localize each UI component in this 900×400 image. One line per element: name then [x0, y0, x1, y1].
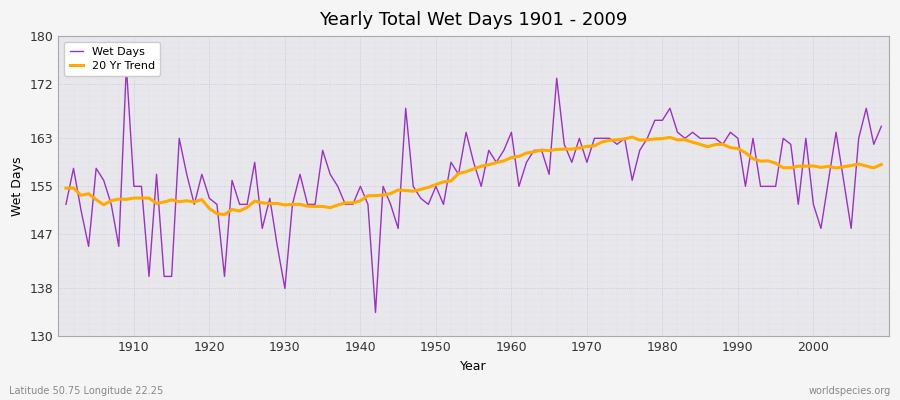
Y-axis label: Wet Days: Wet Days [11, 156, 24, 216]
20 Yr Trend [340, 200, 351, 205]
20 Yr Trend [876, 162, 886, 167]
20 Yr Trend [604, 138, 615, 143]
20 Yr Trend [219, 212, 230, 217]
Wet Days [514, 184, 525, 189]
20 Yr Trend [514, 154, 525, 159]
Text: worldspecies.org: worldspecies.org [809, 386, 891, 396]
Wet Days [612, 142, 623, 147]
Wet Days [129, 184, 140, 189]
Wet Days [370, 310, 381, 315]
X-axis label: Year: Year [460, 360, 487, 373]
Wet Days [121, 64, 131, 69]
Wet Days [340, 202, 351, 207]
Legend: Wet Days, 20 Yr Trend: Wet Days, 20 Yr Trend [64, 42, 160, 76]
20 Yr Trend [121, 197, 131, 202]
20 Yr Trend [506, 155, 517, 160]
20 Yr Trend [60, 186, 71, 190]
20 Yr Trend [626, 135, 637, 140]
Wet Days [521, 160, 532, 165]
Line: Wet Days: Wet Days [66, 66, 881, 312]
Line: 20 Yr Trend: 20 Yr Trend [66, 137, 881, 214]
Title: Yearly Total Wet Days 1901 - 2009: Yearly Total Wet Days 1901 - 2009 [320, 11, 628, 29]
Wet Days [60, 202, 71, 207]
Wet Days [294, 172, 305, 177]
Wet Days [876, 124, 886, 129]
20 Yr Trend [294, 202, 305, 207]
Text: Latitude 50.75 Longitude 22.25: Latitude 50.75 Longitude 22.25 [9, 386, 163, 396]
